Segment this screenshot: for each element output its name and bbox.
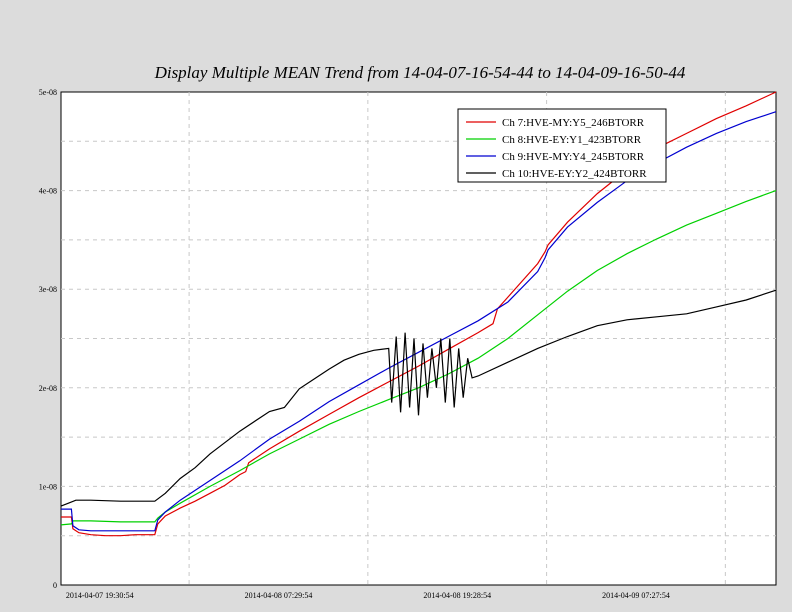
legend-label-3: Ch 9:HVE-MY:Y4_245BTORR — [502, 151, 645, 163]
y-tick-label: 5e-08 — [39, 88, 57, 97]
y-tick-label: 4e-08 — [39, 187, 57, 196]
y-tick-label: 2e-08 — [39, 384, 57, 393]
legend-label-1: Ch 7:HVE-MY:Y5_246BTORR — [502, 117, 645, 129]
x-axis: 2014-04-07 19:30:54 2014-04-08 07:29:54 20… — [66, 591, 670, 600]
series-line-3 — [61, 111, 777, 532]
legend-label-2: Ch 8:HVE-EY:Y1_423BTORR — [502, 134, 642, 146]
x-tick-label: 2014-04-08 07:29:54 — [245, 591, 313, 600]
y-tick-label: 1e-08 — [39, 482, 57, 491]
chart-title: Display Multiple MEAN Trend from 14-04-0… — [154, 63, 686, 82]
legend-label-4: Ch 10:HVE-EY:Y2_424BTORR — [502, 168, 647, 180]
series-line-4 — [60, 289, 777, 507]
series-group — [60, 91, 777, 537]
series-line-2 — [60, 190, 777, 526]
legend-box — [457, 108, 667, 183]
x-tick-label: 2014-04-07 19:30:54 — [66, 591, 134, 600]
grid — [61, 92, 776, 585]
y-axis: 0 1e-08 2e-08 3e-08 4e-08 5e-08 — [39, 88, 57, 590]
y-tick-label: 3e-08 — [39, 285, 57, 294]
series-line-1 — [61, 91, 777, 537]
legend: Ch 7:HVE-MY:Y5_246BTORR Ch 8:HVE-EY:Y1_42… — [457, 108, 667, 183]
y-tick-label: 0 — [53, 581, 57, 590]
x-tick-label: 2014-04-09 07:27:54 — [602, 591, 670, 600]
x-tick-label: 2014-04-08 19:28:54 — [423, 591, 491, 600]
